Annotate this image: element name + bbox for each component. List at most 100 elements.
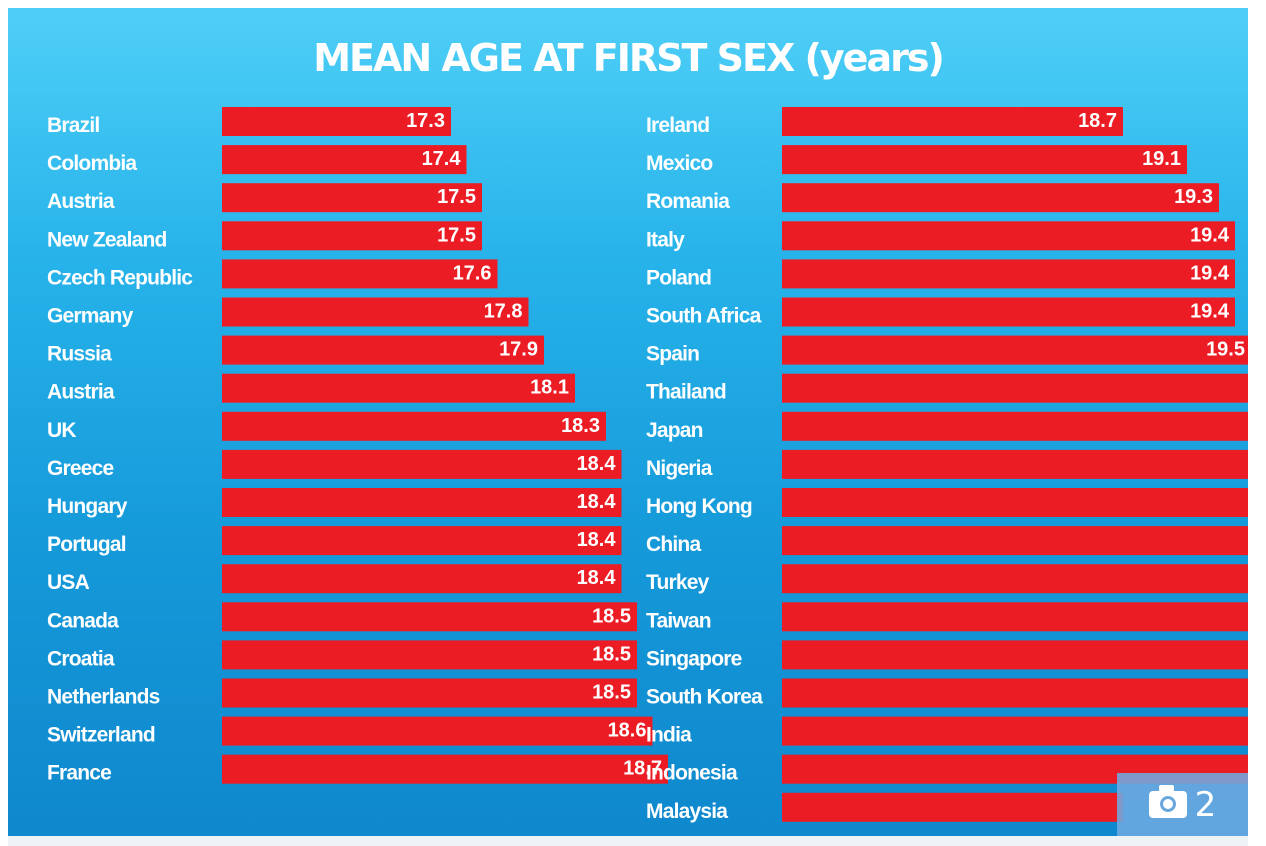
bar-chart: Brazil 17.3 Colombia 17.4 Austria 17.5 New Zea… bbox=[47, 107, 1248, 823]
left-category-label-2: Austria bbox=[47, 190, 115, 213]
left-category-label-11: Portugal bbox=[47, 533, 126, 556]
left-value-label-10: 18.4 bbox=[577, 491, 617, 513]
left-category-label-8: UK bbox=[47, 419, 76, 442]
left-column: Brazil 17.3 Colombia 17.4 Austria 17.5 New Zea… bbox=[47, 107, 668, 785]
right-category-label-11: China bbox=[646, 533, 701, 556]
right-category-label-14: Singapore bbox=[646, 647, 742, 670]
left-category-label-0: Brazil bbox=[47, 114, 99, 137]
right-value-label-3: 19.4 bbox=[1190, 224, 1230, 246]
left-value-label-13: 18.5 bbox=[592, 605, 631, 627]
right-bar-0 bbox=[782, 107, 1123, 136]
chart-title: MEAN AGE AT FIRST SEX (years) bbox=[313, 36, 945, 80]
right-bar-9 bbox=[782, 449, 1248, 479]
camera-icon bbox=[1148, 785, 1187, 818]
left-category-label-1: Colombia bbox=[47, 152, 137, 175]
left-value-label-17: 18.7 bbox=[623, 758, 662, 780]
right-category-label-0: Ireland bbox=[646, 114, 709, 137]
left-bar-9 bbox=[222, 449, 622, 479]
footer-strip bbox=[8, 836, 1248, 846]
right-bar-15 bbox=[782, 678, 1248, 708]
right-category-label-2: Romania bbox=[646, 190, 730, 213]
right-value-label-0: 18.7 bbox=[1078, 110, 1117, 132]
right-value-label-6: 19.5 bbox=[1206, 339, 1245, 361]
left-bar-8 bbox=[222, 411, 606, 441]
right-category-label-8: Japan bbox=[646, 419, 703, 442]
left-bar-15 bbox=[222, 678, 637, 708]
infographic-panel: MEAN AGE AT FIRST SEX (years) Brazil 17.3… bbox=[8, 8, 1248, 836]
right-category-label-9: Nigeria bbox=[646, 457, 713, 480]
left-bar-3 bbox=[222, 221, 482, 251]
right-bar-18 bbox=[782, 792, 1123, 822]
left-category-label-14: Croatia bbox=[47, 647, 115, 670]
left-category-label-5: Germany bbox=[47, 305, 134, 328]
right-column: Ireland 18.7 Mexico 19.1 Romania 19.3 Italy 19.… bbox=[646, 107, 1248, 823]
right-bar-16 bbox=[782, 716, 1248, 746]
right-bar-4 bbox=[782, 259, 1235, 289]
right-category-label-3: Italy bbox=[646, 228, 685, 251]
left-value-label-6: 17.9 bbox=[499, 339, 538, 361]
right-category-label-16: India bbox=[646, 724, 692, 747]
right-bar-14 bbox=[782, 640, 1248, 670]
left-category-label-10: Hungary bbox=[47, 495, 128, 518]
right-bar-7 bbox=[782, 373, 1248, 403]
right-bar-1 bbox=[782, 145, 1187, 175]
left-bar-10 bbox=[222, 488, 622, 517]
left-category-label-13: Canada bbox=[47, 609, 119, 632]
left-category-label-4: Czech Republic bbox=[47, 266, 193, 289]
photo-gallery-button[interactable]: 2 bbox=[1117, 773, 1248, 836]
right-value-label-5: 19.4 bbox=[1190, 301, 1230, 323]
left-value-label-5: 17.8 bbox=[484, 301, 523, 323]
left-category-label-12: USA bbox=[47, 571, 90, 594]
right-value-label-1: 19.1 bbox=[1142, 148, 1181, 170]
right-bar-13 bbox=[782, 602, 1248, 632]
left-value-label-3: 17.5 bbox=[437, 224, 476, 246]
right-category-label-13: Taiwan bbox=[646, 609, 711, 632]
right-bar-12 bbox=[782, 564, 1248, 594]
right-value-label-4: 19.4 bbox=[1190, 262, 1230, 284]
right-category-label-7: Thailand bbox=[646, 381, 726, 404]
left-bar-11 bbox=[222, 526, 622, 556]
right-bar-3 bbox=[782, 221, 1235, 251]
left-bar-14 bbox=[222, 640, 637, 670]
left-value-label-0: 17.3 bbox=[406, 110, 445, 132]
left-category-label-16: Switzerland bbox=[47, 724, 155, 747]
left-value-label-8: 18.3 bbox=[561, 415, 600, 437]
left-value-label-15: 18.5 bbox=[592, 682, 631, 704]
right-bar-6 bbox=[782, 335, 1248, 365]
right-bar-5 bbox=[782, 297, 1235, 327]
left-category-label-17: France bbox=[47, 762, 111, 785]
left-bar-13 bbox=[222, 602, 637, 632]
left-value-label-9: 18.4 bbox=[577, 453, 617, 475]
right-bar-2 bbox=[782, 183, 1219, 213]
left-bar-2 bbox=[222, 183, 482, 213]
right-category-label-12: Turkey bbox=[646, 571, 710, 594]
right-category-label-1: Mexico bbox=[646, 152, 712, 175]
left-value-label-16: 18.6 bbox=[608, 720, 647, 742]
left-value-label-2: 17.5 bbox=[437, 186, 476, 208]
left-bar-16 bbox=[222, 716, 653, 746]
left-category-label-6: Russia bbox=[47, 343, 112, 366]
left-value-label-4: 17.6 bbox=[453, 262, 492, 284]
left-bar-7 bbox=[222, 373, 575, 403]
left-value-label-12: 18.4 bbox=[577, 567, 617, 589]
right-value-label-2: 19.3 bbox=[1174, 186, 1213, 208]
right-bar-11 bbox=[782, 526, 1248, 556]
left-value-label-1: 17.4 bbox=[422, 148, 462, 170]
right-category-label-18: Malaysia bbox=[646, 800, 728, 823]
right-category-label-17: Indonesia bbox=[646, 762, 738, 785]
left-bar-0 bbox=[222, 107, 451, 136]
left-bar-4 bbox=[222, 259, 498, 289]
right-category-label-5: South Africa bbox=[646, 305, 762, 328]
right-category-label-6: Spain bbox=[646, 343, 699, 366]
right-category-label-4: Poland bbox=[646, 266, 711, 289]
left-bar-12 bbox=[222, 564, 622, 594]
photo-count: 2 bbox=[1194, 784, 1217, 825]
left-bar-17 bbox=[222, 754, 668, 784]
right-bar-8 bbox=[782, 411, 1248, 441]
left-category-label-7: Austria bbox=[47, 381, 115, 404]
left-category-label-15: Netherlands bbox=[47, 686, 160, 709]
left-bar-6 bbox=[222, 335, 544, 365]
left-value-label-14: 18.5 bbox=[592, 643, 631, 665]
right-category-label-10: Hong Kong bbox=[646, 495, 752, 518]
right-bar-10 bbox=[782, 488, 1248, 517]
